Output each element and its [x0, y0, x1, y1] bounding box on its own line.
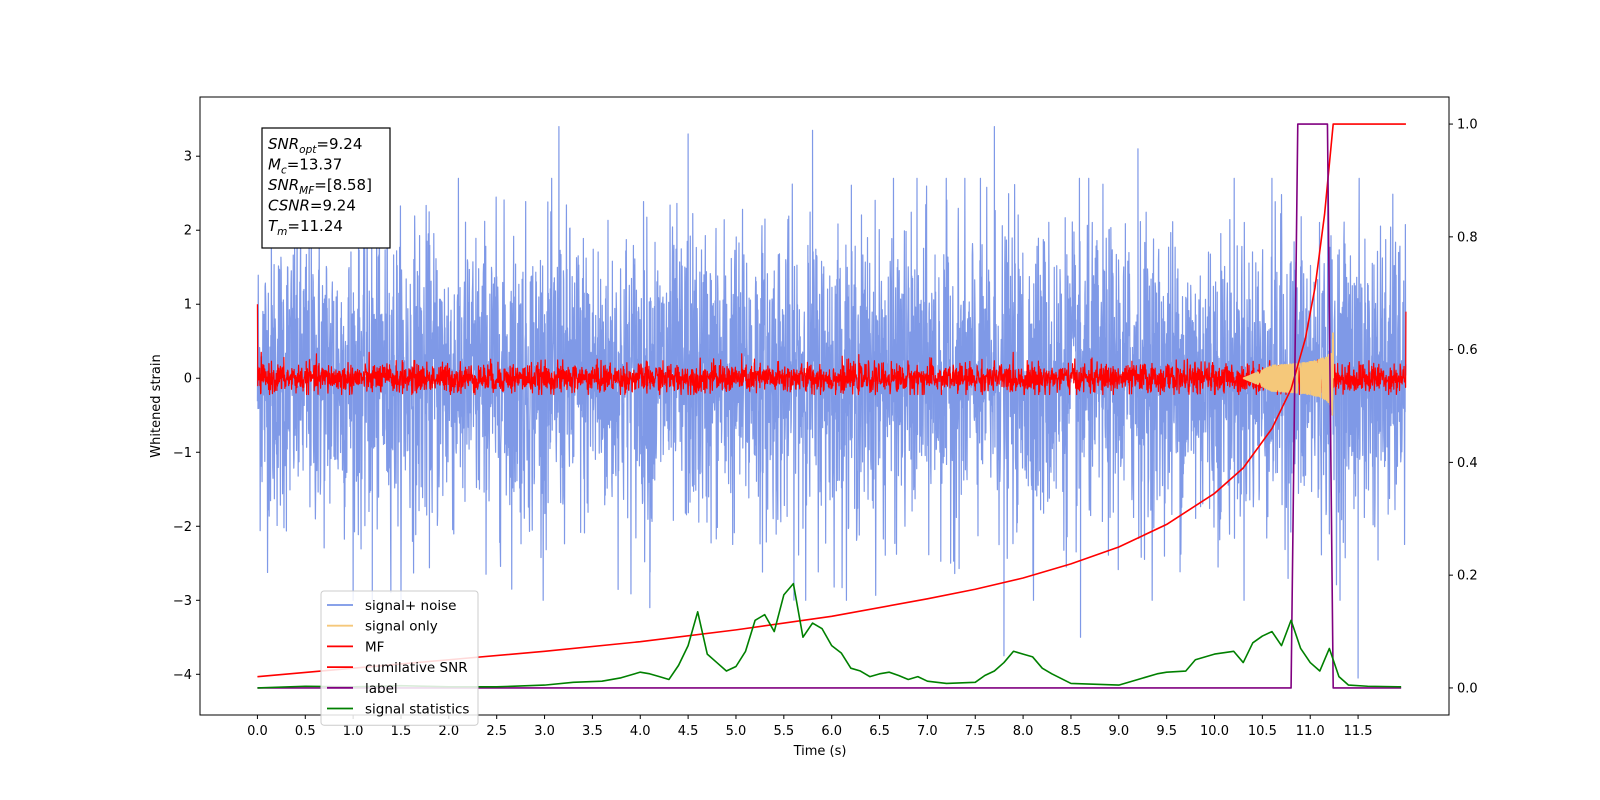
series-line-signal-noise — [256, 126, 1407, 679]
y-axis-label: Whitened strain — [149, 354, 164, 457]
annotation-line: SNRMF=[8.58] — [268, 176, 372, 197]
x-tick-label: 5.0 — [726, 724, 747, 739]
y2-tick-label: 0.8 — [1457, 230, 1478, 245]
x-tick-label: 8.5 — [1061, 724, 1082, 739]
y2-tick-label: 1.0 — [1457, 118, 1478, 133]
x-tick-label: 4.0 — [630, 724, 651, 739]
x-tick-label: 1.5 — [391, 724, 412, 739]
x-tick-label: 3.5 — [582, 724, 603, 739]
y-tick-label: 1 — [184, 298, 192, 313]
legend-entry: label — [365, 681, 398, 697]
x-tick-label: 7.0 — [917, 724, 938, 739]
y-tick-label: 0 — [184, 372, 192, 387]
x-axis-label: Time (s) — [793, 744, 847, 759]
x-tick-label: 9.0 — [1108, 724, 1129, 739]
plot-frame — [199, 96, 1450, 716]
x-tick-label: 11.0 — [1296, 724, 1325, 739]
y-tick-label: −1 — [173, 446, 192, 461]
parameter-annotation-box: SNRopt=9.24Mc=13.37SNRMF=[8.58]CSNR=9.24… — [261, 127, 391, 249]
series-line-signal-only — [1242, 332, 1334, 416]
legend: signal+ noise signal only MF cumilative SNR… — [320, 590, 479, 726]
series-line-signal-statistics — [257, 582, 1402, 689]
x-tick-label: 3.0 — [534, 724, 555, 739]
plot-area — [256, 123, 1407, 689]
x-tick-label: 4.5 — [678, 724, 699, 739]
legend-entry: signal only — [365, 619, 438, 635]
x-tick-label: 8.0 — [1013, 724, 1034, 739]
y2-tick-label: 0.4 — [1457, 456, 1478, 471]
x-tick-label: 2.0 — [438, 724, 459, 739]
x-tick-label: 10.0 — [1200, 724, 1229, 739]
legend-frame — [320, 590, 479, 726]
x-axis: 0.0 0.5 1.0 1.5 2.0 2.5 3.0 3.5 4.0 4.5 5.0 5.5 6.0 6… — [247, 715, 1373, 739]
legend-entry: signal statistics — [365, 702, 469, 718]
x-tick-label: 6.5 — [869, 724, 890, 739]
x-tick-label: 11.5 — [1344, 724, 1373, 739]
series-line-cumilative-snr — [257, 123, 1406, 678]
y-axis-left: 3 2 1 0 −1 −2 −3 −4 — [173, 150, 200, 683]
y2-tick-label: 0.2 — [1457, 569, 1478, 584]
y-tick-label: 3 — [184, 150, 192, 165]
annotation-frame — [261, 127, 391, 249]
x-tick-label: 2.5 — [486, 724, 507, 739]
x-tick-label: 7.5 — [965, 724, 986, 739]
annotation-line: CSNR=9.24 — [268, 197, 356, 215]
y2-tick-label: 0.0 — [1457, 681, 1478, 696]
x-tick-label: 1.0 — [343, 724, 364, 739]
annotation-line: Tm=11.24 — [268, 217, 343, 238]
x-tick-label: 5.5 — [773, 724, 794, 739]
legend-entry: cumilative SNR — [365, 660, 468, 676]
x-tick-label: 6.0 — [821, 724, 842, 739]
y-tick-label: 2 — [184, 224, 192, 239]
y-axis-right: 1.0 0.8 0.6 0.4 0.2 0.0 — [1449, 118, 1478, 696]
annotation-line: Mc=13.37 — [268, 156, 342, 177]
x-tick-label: 10.5 — [1248, 724, 1277, 739]
y-tick-label: −3 — [173, 594, 192, 609]
legend-entry: signal+ noise — [365, 598, 456, 614]
x-tick-label: 9.5 — [1156, 724, 1177, 739]
y-tick-label: −2 — [173, 520, 192, 535]
series-line-mf — [256, 304, 1407, 396]
x-tick-label: 0.5 — [295, 724, 316, 739]
x-tick-label: 0.0 — [247, 724, 268, 739]
series-line-label — [257, 123, 1402, 689]
legend-entry: MF — [365, 639, 384, 655]
annotation-line: SNRopt=9.24 — [268, 135, 362, 156]
y-tick-label: −4 — [173, 668, 192, 683]
y2-tick-label: 0.6 — [1457, 343, 1478, 358]
